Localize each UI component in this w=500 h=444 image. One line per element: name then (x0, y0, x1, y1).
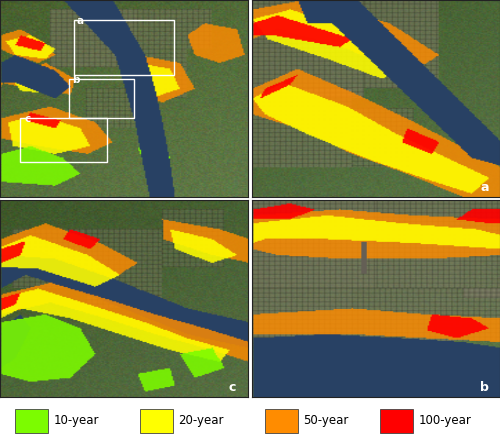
Text: b: b (72, 75, 80, 85)
Text: c: c (25, 114, 31, 124)
Bar (20, 119, 106, 162)
Text: 10-year: 10-year (54, 414, 99, 427)
Bar (380, 408, 412, 433)
Bar (265, 408, 298, 433)
Text: b: b (480, 381, 489, 394)
Text: 100-year: 100-year (418, 414, 472, 427)
Bar (74, 20, 174, 75)
Text: c: c (228, 381, 235, 394)
Text: 50-year: 50-year (304, 414, 349, 427)
Text: a: a (77, 16, 84, 26)
Bar (70, 79, 134, 119)
Text: a: a (480, 181, 488, 194)
Bar (15, 408, 48, 433)
Bar (140, 408, 172, 433)
Text: 20-year: 20-year (178, 414, 224, 427)
